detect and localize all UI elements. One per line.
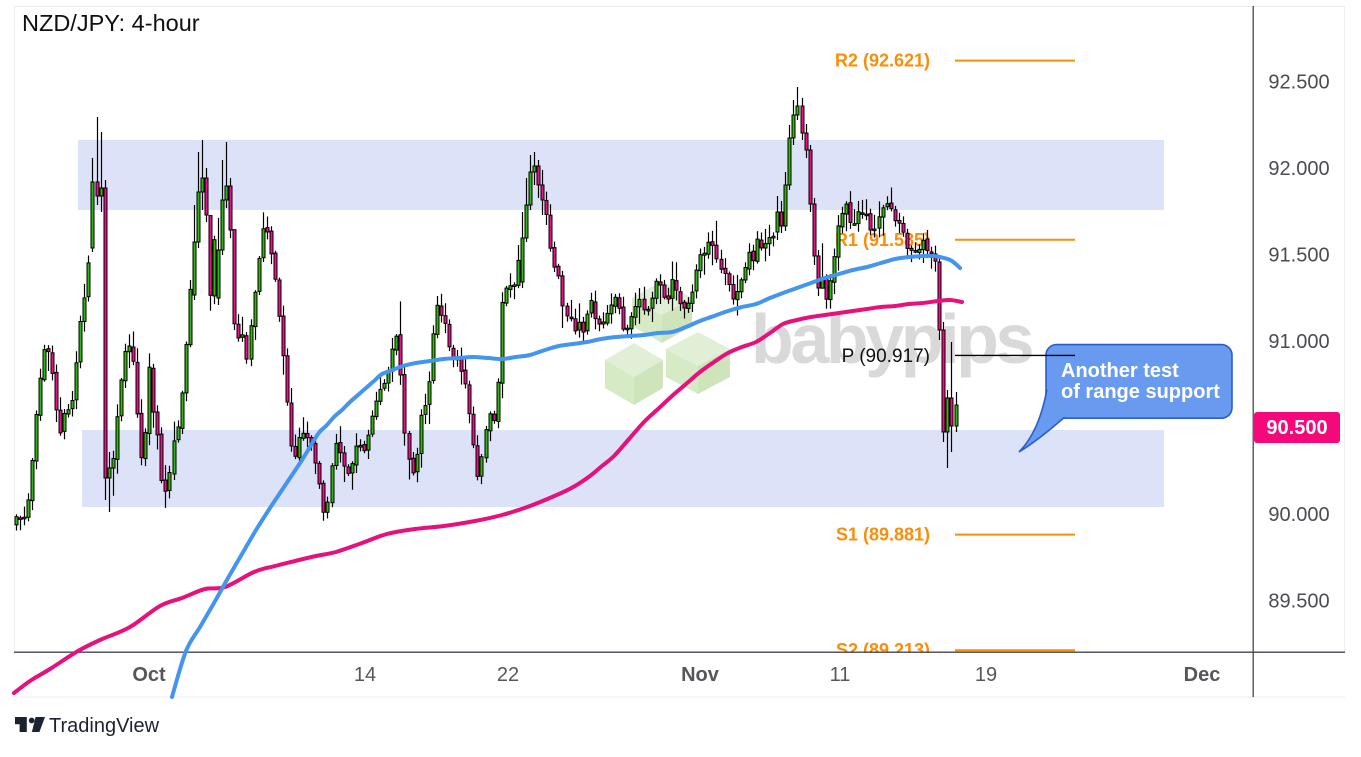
svg-text:babypips: babypips <box>751 300 1033 378</box>
svg-text:19: 19 <box>975 664 997 686</box>
svg-text:Dec: Dec <box>1184 664 1221 686</box>
svg-text:14: 14 <box>354 664 376 686</box>
svg-text:89.500: 89.500 <box>1268 591 1329 613</box>
svg-text:TradingView: TradingView <box>49 715 160 737</box>
svg-text:of range support: of range support <box>1061 381 1220 403</box>
svg-text:90.000: 90.000 <box>1268 504 1329 526</box>
svg-text:91.000: 91.000 <box>1268 331 1329 353</box>
svg-text:92.000: 92.000 <box>1268 158 1329 180</box>
svg-text:Another test: Another test <box>1061 360 1179 382</box>
svg-text:11: 11 <box>830 664 851 686</box>
svg-text:NZD/JPY: 4-hour: NZD/JPY: 4-hour <box>22 10 200 36</box>
svg-text:P (90.917): P (90.917) <box>842 346 930 367</box>
svg-text:R2 (92.621): R2 (92.621) <box>835 51 930 71</box>
svg-text:91.500: 91.500 <box>1268 245 1329 267</box>
svg-text:22: 22 <box>497 664 519 686</box>
svg-text:Oct: Oct <box>132 664 166 686</box>
svg-text:S1 (89.881): S1 (89.881) <box>836 525 930 545</box>
svg-text:92.500: 92.500 <box>1268 72 1329 94</box>
svg-text:90.500: 90.500 <box>1266 417 1327 439</box>
svg-text:Nov: Nov <box>681 664 720 686</box>
